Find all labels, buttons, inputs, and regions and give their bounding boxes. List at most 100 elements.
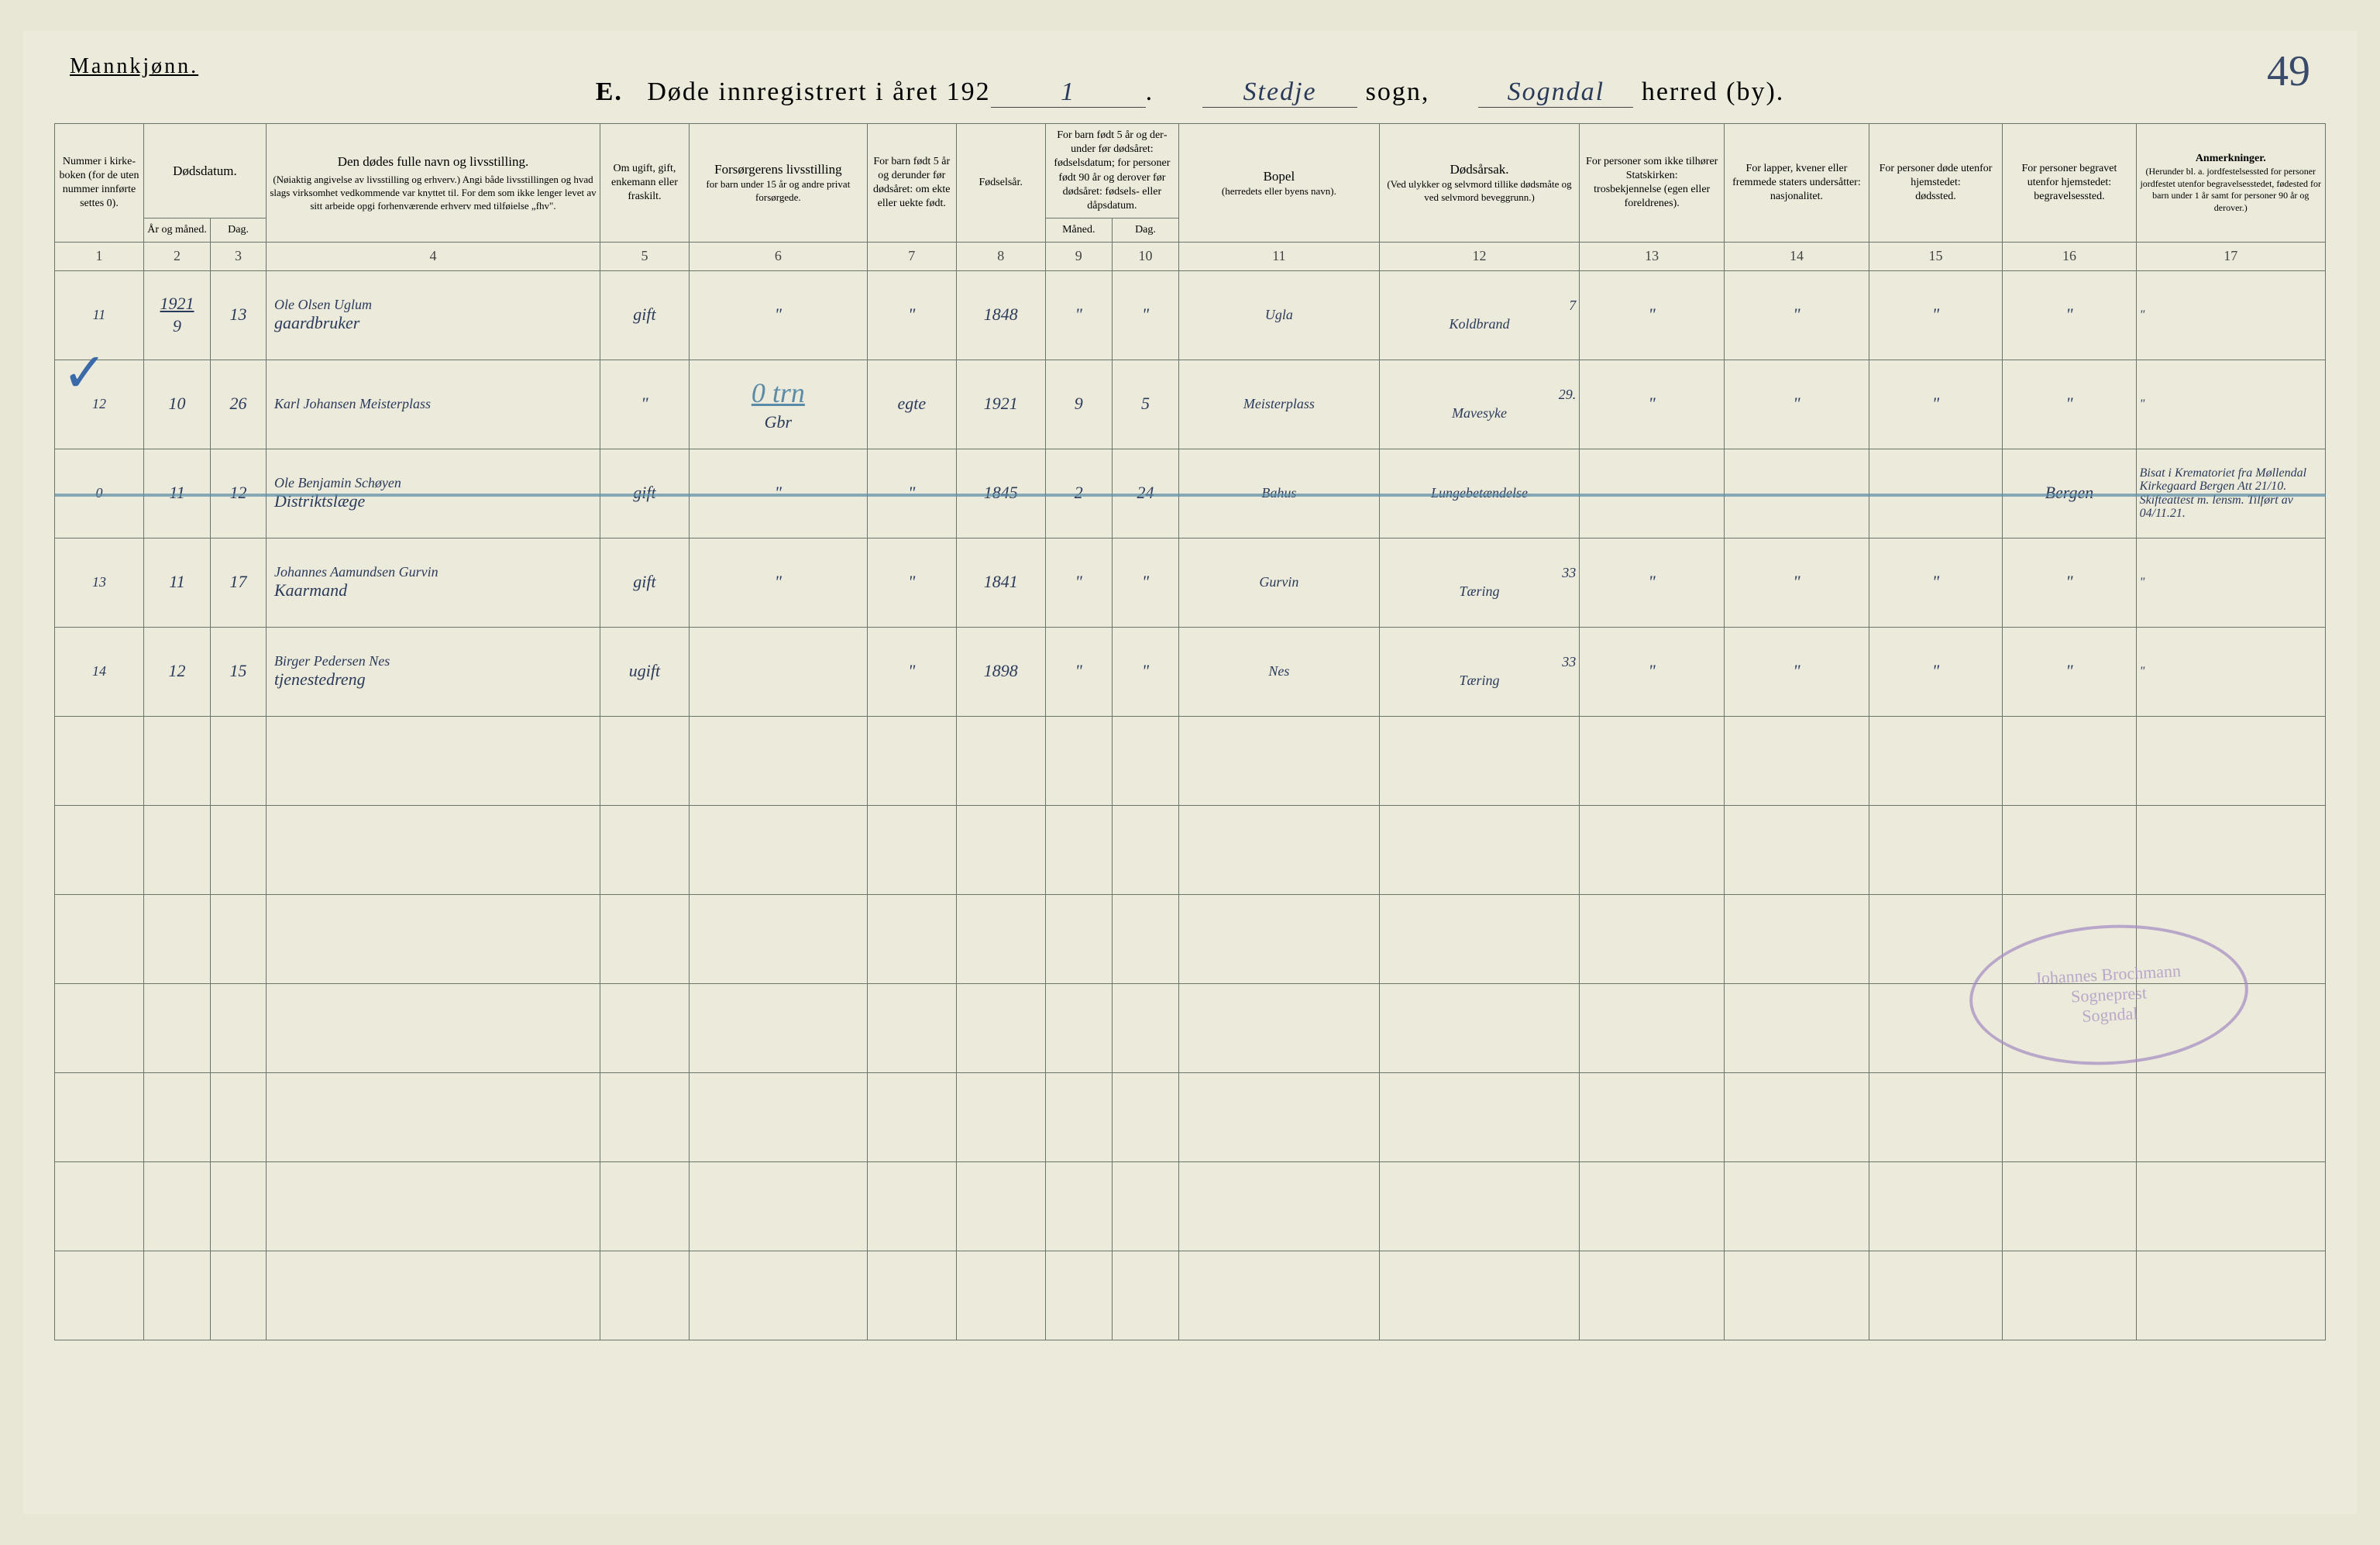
- table-row: 131117Johannes Aamundsen GurvinKaarmandg…: [55, 538, 2326, 627]
- cell: Ugla: [1179, 270, 1380, 360]
- cell: [1725, 805, 1869, 894]
- col-13-sub: dødssted.: [1873, 190, 1999, 204]
- cell: Ole Olsen Uglumgaardbruker: [266, 270, 600, 360]
- cell: [1379, 1161, 1580, 1251]
- cell: [1112, 716, 1178, 805]
- colnum: 7: [867, 243, 956, 270]
- cell: egte: [867, 360, 956, 449]
- col-11-sub: trosbekjennelse (egen eller foreldrenes)…: [1583, 183, 1721, 211]
- cell: [1725, 894, 1869, 983]
- cell: 1845: [956, 449, 1045, 538]
- col-10-sub: (Ved ulykker og selv­mord tillike dødsmå…: [1383, 178, 1577, 205]
- col-1: Nummer i kirke­boken (for de uten nummer…: [55, 124, 144, 243]
- colnum: 13: [1580, 243, 1725, 270]
- colnum: 1: [55, 243, 144, 270]
- cell: 33Tæring: [1379, 627, 1580, 716]
- cell: [600, 983, 689, 1072]
- cell: [867, 716, 956, 805]
- cell: [1580, 449, 1725, 538]
- cell: 0: [55, 449, 144, 538]
- colnum: 14: [1725, 243, 1869, 270]
- cell: [211, 716, 267, 805]
- cell: ": [1725, 538, 1869, 627]
- cell: [2003, 1161, 2136, 1251]
- table-row: [55, 1072, 2326, 1161]
- cell: 12: [211, 449, 267, 538]
- col-13: For personer døde utenfor hjemstedet: dø…: [1869, 124, 2002, 243]
- table-row: [55, 805, 2326, 894]
- cell: [1045, 805, 1112, 894]
- colnum: 3: [211, 243, 267, 270]
- col-7: Fødsels­år.: [956, 124, 1045, 243]
- cell: [55, 716, 144, 805]
- cell: [55, 983, 144, 1072]
- cell: [600, 805, 689, 894]
- cell: [956, 805, 1045, 894]
- cell: 24: [1112, 449, 1178, 538]
- col-12-sub: nasjonalitet.: [1728, 190, 1866, 204]
- col-3: Den dødes fulle navn og livsstilling. (N…: [266, 124, 600, 243]
- cell: 11: [143, 538, 210, 627]
- cell: 29.Mavesyke: [1379, 360, 1580, 449]
- year-suffix: 1: [991, 77, 1146, 108]
- sogn-value: Stedje: [1202, 77, 1357, 108]
- col-9-sub: (herredets eller byens navn).: [1182, 185, 1376, 198]
- cell: [55, 805, 144, 894]
- cell: [143, 983, 210, 1072]
- cell: [55, 1161, 144, 1251]
- colnum: 16: [2003, 243, 2136, 270]
- cell: 13: [211, 270, 267, 360]
- cell: [1725, 1251, 1869, 1340]
- cell: [600, 894, 689, 983]
- colnum: 6: [689, 243, 867, 270]
- col-11-title: For personer som ikke tilhører Statskirk…: [1583, 155, 1721, 183]
- cell: ": [1045, 270, 1112, 360]
- cell: [266, 894, 600, 983]
- cell: [1869, 449, 2002, 538]
- cell: [211, 1251, 267, 1340]
- cell: [956, 1251, 1045, 1340]
- cell: [1725, 1161, 1869, 1251]
- col-5-sub: for barn under 15 år og andre privat for…: [693, 178, 864, 205]
- cell: [689, 627, 867, 716]
- cell: [1580, 805, 1725, 894]
- cell: ": [867, 627, 956, 716]
- cell: [1379, 1072, 1580, 1161]
- cell: [1379, 805, 1580, 894]
- col-9-title: Bopel: [1182, 168, 1376, 185]
- cell: [55, 894, 144, 983]
- cell: [600, 716, 689, 805]
- cell: ": [1869, 270, 2002, 360]
- cell: [266, 1072, 600, 1161]
- cell: [143, 1072, 210, 1161]
- col-2b: År og måned.: [143, 219, 210, 243]
- cell: [1179, 894, 1380, 983]
- col-10: Dødsårsak. (Ved ulykker og selv­mord til…: [1379, 124, 1580, 243]
- cell: ": [2003, 627, 2136, 716]
- cell: [1179, 1072, 1380, 1161]
- cell: [55, 1251, 144, 1340]
- colnum: 2: [143, 243, 210, 270]
- gender-label: Mannkjønn.: [70, 54, 198, 79]
- colnum: 17: [2136, 243, 2325, 270]
- cell: [1179, 1251, 1380, 1340]
- colnum: 11: [1179, 243, 1380, 270]
- cell: [2136, 1161, 2325, 1251]
- cell: [1725, 1072, 1869, 1161]
- cell: ": [2136, 627, 2325, 716]
- checkmark: ✓: [62, 341, 108, 405]
- table-row: [55, 1161, 2326, 1251]
- table-header: Nummer i kirke­boken (for de uten nummer…: [55, 124, 2326, 271]
- ledger-table: Nummer i kirke­boken (for de uten nummer…: [54, 123, 2326, 1340]
- cell: [689, 805, 867, 894]
- cell: [2003, 805, 2136, 894]
- cell: [1379, 983, 1580, 1072]
- cell: [55, 1072, 144, 1161]
- cell: [1045, 1072, 1112, 1161]
- stamp-line3: Sogndal: [2082, 1003, 2138, 1027]
- table-row: [55, 716, 2326, 805]
- col-14-title: For personer begravet utenfor hjemstedet…: [2006, 162, 2132, 190]
- cell: [867, 1072, 956, 1161]
- cell: ": [689, 538, 867, 627]
- cell: [1179, 716, 1380, 805]
